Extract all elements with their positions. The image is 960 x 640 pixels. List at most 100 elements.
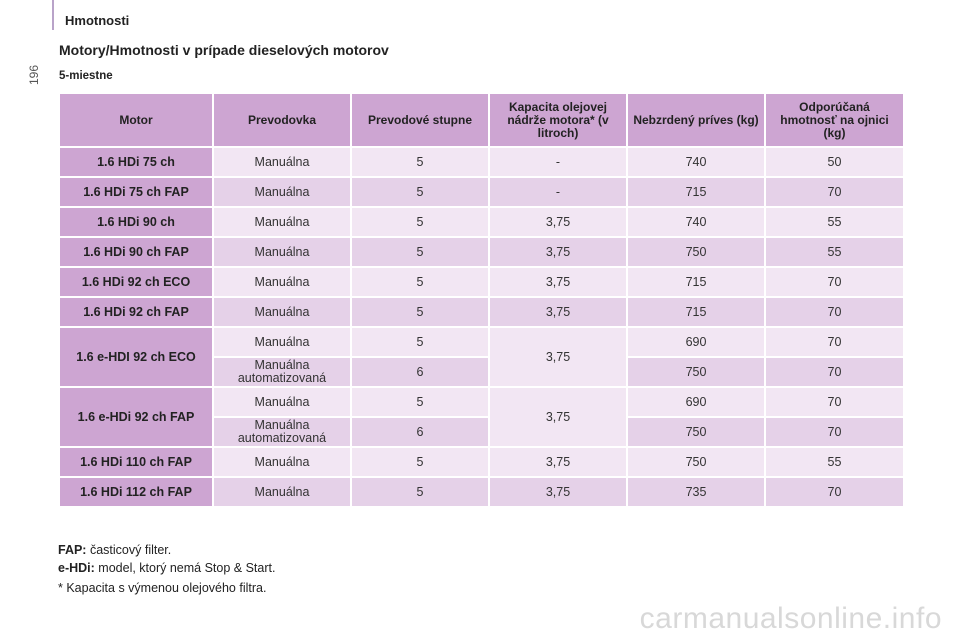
motor-cell: 1.6 HDi 92 ch ECO: [60, 268, 212, 296]
gearbox-cell: Manuálna: [214, 208, 350, 236]
nose-weight-cell: 70: [766, 268, 903, 296]
nose-weight-cell: 70: [766, 178, 903, 206]
oil-capacity-cell: 3,75: [490, 268, 626, 296]
gearbox-cell: Manuálna: [214, 328, 350, 356]
trailer-weight-cell: 715: [628, 268, 764, 296]
oil-capacity-cell: 3,75: [490, 208, 626, 236]
page-heading: Motory/Hmotnosti v prípade dieselových m…: [59, 42, 389, 58]
table-row: 1.6 HDi 75 ch Manuálna 5 - 740 50: [60, 148, 903, 176]
gears-cell: 5: [352, 148, 488, 176]
nose-weight-cell: 55: [766, 208, 903, 236]
gears-cell: 5: [352, 268, 488, 296]
gears-cell: 5: [352, 388, 488, 416]
table-row: 1.6 HDi 75 ch FAP Manuálna 5 - 715 70: [60, 178, 903, 206]
nose-weight-cell: 50: [766, 148, 903, 176]
table-row: 1.6 HDi 90 ch Manuálna 5 3,75 740 55: [60, 208, 903, 236]
column-header: Odporúčaná hmotnosť na ojnici (kg): [766, 94, 903, 146]
table-header-row: Motor Prevodovka Prevodové stupne Kapaci…: [60, 94, 903, 146]
trailer-weight-cell: 750: [628, 448, 764, 476]
trailer-weight-cell: 740: [628, 148, 764, 176]
gears-cell: 5: [352, 238, 488, 266]
trailer-weight-cell: 750: [628, 418, 764, 446]
nose-weight-cell: 70: [766, 298, 903, 326]
nose-weight-cell: 70: [766, 328, 903, 356]
gearbox-cell: Manuálna automatizovaná: [214, 358, 350, 386]
note-ehdi: e-HDi: model, ktorý nemá Stop & Start.: [58, 559, 275, 577]
gears-cell: 5: [352, 328, 488, 356]
nose-weight-cell: 70: [766, 478, 903, 506]
note-text: časticový filter.: [89, 543, 172, 557]
gearbox-cell: Manuálna automatizovaná: [214, 418, 350, 446]
gearbox-cell: Manuálna: [214, 238, 350, 266]
table-row: 1.6 HDi 92 ch FAP Manuálna 5 3,75 715 70: [60, 298, 903, 326]
gears-cell: 5: [352, 178, 488, 206]
oil-capacity-cell: -: [490, 178, 626, 206]
oil-capacity-cell: 3,75: [490, 388, 626, 446]
gearbox-cell: Manuálna: [214, 268, 350, 296]
gearbox-cell: Manuálna: [214, 448, 350, 476]
nose-weight-cell: 70: [766, 418, 903, 446]
section-marker: [52, 0, 54, 30]
table-row: 1.6 HDi 92 ch ECO Manuálna 5 3,75 715 70: [60, 268, 903, 296]
gears-cell: 5: [352, 478, 488, 506]
motor-cell: 1.6 HDi 75 ch FAP: [60, 178, 212, 206]
table-row: 1.6 HDi 110 ch FAP Manuálna 5 3,75 750 5…: [60, 448, 903, 476]
motor-cell: 1.6 HDi 92 ch FAP: [60, 298, 212, 326]
table-row: 1.6 e-HDi 92 ch FAP Manuálna 5 3,75 690 …: [60, 388, 903, 446]
gearbox-cell: Manuálna: [214, 478, 350, 506]
trailer-weight-cell: 715: [628, 298, 764, 326]
trailer-weight-cell: 735: [628, 478, 764, 506]
motor-cell: 1.6 HDi 110 ch FAP: [60, 448, 212, 476]
column-header: Prevodové stupne: [352, 94, 488, 146]
trailer-weight-cell: 690: [628, 388, 764, 416]
trailer-weight-cell: 690: [628, 328, 764, 356]
weights-table: Motor Prevodovka Prevodové stupne Kapaci…: [58, 92, 905, 508]
section-title: Hmotnosti: [65, 13, 130, 28]
column-header: Prevodovka: [214, 94, 350, 146]
gears-cell: 5: [352, 298, 488, 326]
note-term: e-HDi:: [58, 561, 95, 575]
gearbox-cell: Manuálna: [214, 148, 350, 176]
oil-capacity-cell: 3,75: [490, 298, 626, 326]
gearbox-cell: Manuálna: [214, 298, 350, 326]
oil-capacity-cell: 3,75: [490, 328, 626, 386]
column-header: Nebzrdený príves (kg): [628, 94, 764, 146]
gears-cell: 6: [352, 418, 488, 446]
trailer-weight-cell: 750: [628, 238, 764, 266]
oil-capacity-cell: 3,75: [490, 238, 626, 266]
nose-weight-cell: 55: [766, 448, 903, 476]
note-text: model, ktorý nemá Stop & Start.: [98, 561, 276, 575]
nose-weight-cell: 55: [766, 238, 903, 266]
nose-weight-cell: 70: [766, 358, 903, 386]
table-row: 1.6 e-HDI 92 ch ECO Manuálna 5 3,75 690 …: [60, 328, 903, 386]
motor-cell: 1.6 HDi 75 ch: [60, 148, 212, 176]
trailer-weight-cell: 740: [628, 208, 764, 236]
watermark: carmanualsonline.info: [639, 602, 942, 635]
gearbox-cell: Manuálna: [214, 178, 350, 206]
footnote: * Kapacita s výmenou olejového filtra.: [58, 581, 267, 595]
table-row: 1.6 HDi 112 ch FAP Manuálna 5 3,75 735 7…: [60, 478, 903, 506]
column-header: Kapacita olejovej nádrže motora* (v litr…: [490, 94, 626, 146]
trailer-weight-cell: 750: [628, 358, 764, 386]
gears-cell: 5: [352, 448, 488, 476]
oil-capacity-cell: 3,75: [490, 448, 626, 476]
legend-notes: FAP: časticový filter. e-HDi: model, kto…: [58, 541, 275, 577]
oil-capacity-cell: -: [490, 148, 626, 176]
column-header: Motor: [60, 94, 212, 146]
nose-weight-cell: 70: [766, 388, 903, 416]
oil-capacity-cell: 3,75: [490, 478, 626, 506]
page-number: 196: [27, 64, 41, 86]
gears-cell: 6: [352, 358, 488, 386]
table-row: Manuálna automatizovaná 6 750 70: [60, 358, 903, 386]
motor-cell: 1.6 HDi 90 ch FAP: [60, 238, 212, 266]
note-term: FAP:: [58, 543, 87, 557]
motor-cell: 1.6 e-HDi 92 ch FAP: [60, 388, 212, 446]
motor-cell: 1.6 e-HDI 92 ch ECO: [60, 328, 212, 386]
gearbox-cell: Manuálna: [214, 388, 350, 416]
table-row: Manuálna automatizovaná 6 750 70: [60, 418, 903, 446]
subheading: 5-miestne: [59, 70, 113, 82]
table-row: 1.6 HDi 90 ch FAP Manuálna 5 3,75 750 55: [60, 238, 903, 266]
motor-cell: 1.6 HDi 90 ch: [60, 208, 212, 236]
motor-cell: 1.6 HDi 112 ch FAP: [60, 478, 212, 506]
note-fap: FAP: časticový filter.: [58, 541, 275, 559]
